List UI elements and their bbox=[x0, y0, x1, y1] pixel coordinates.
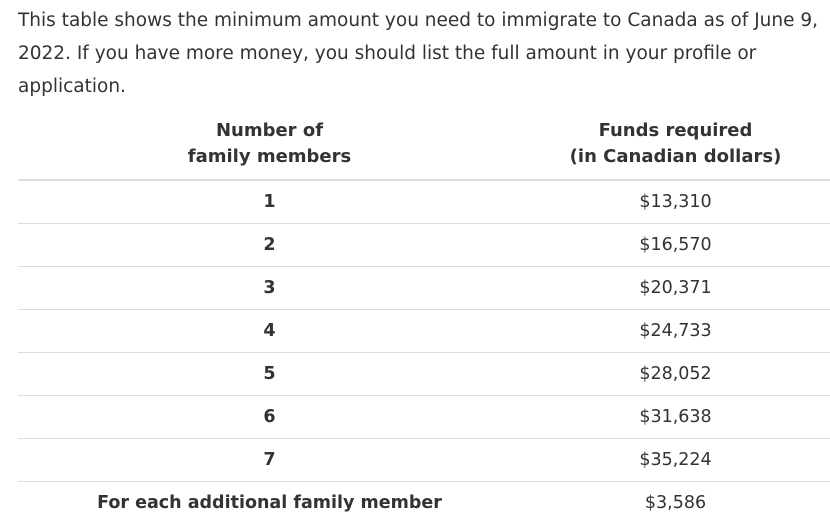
table-body: 1 $13,310 2 $16,570 3 $20,371 4 $24,733 … bbox=[18, 180, 830, 524]
family-members-cell: 2 bbox=[18, 223, 521, 267]
funds-cell: $35,224 bbox=[521, 438, 830, 482]
family-members-cell: 6 bbox=[18, 395, 521, 439]
header-family-members: Number of family members bbox=[18, 116, 521, 181]
header-row: Number of family members Funds required … bbox=[18, 116, 830, 181]
table-row: 5 $28,052 bbox=[18, 352, 830, 396]
funds-cell: $16,570 bbox=[521, 223, 830, 267]
funds-table: Number of family members Funds required … bbox=[18, 116, 830, 524]
header-funds-required-line2: (in Canadian dollars) bbox=[569, 146, 782, 167]
family-members-cell: 1 bbox=[18, 180, 521, 224]
header-funds-required: Funds required (in Canadian dollars) bbox=[521, 116, 830, 181]
header-family-members-line1: Number of bbox=[215, 120, 324, 141]
intro-paragraph: This table shows the minimum amount you … bbox=[18, 10, 819, 97]
table-row: 2 $16,570 bbox=[18, 223, 830, 267]
table-row: 1 $13,310 bbox=[18, 180, 830, 224]
family-members-cell: 7 bbox=[18, 438, 521, 482]
funds-cell: $28,052 bbox=[521, 352, 830, 396]
family-members-cell: 4 bbox=[18, 309, 521, 353]
funds-cell: $31,638 bbox=[521, 395, 830, 439]
funds-cell: $13,310 bbox=[521, 180, 830, 224]
family-members-cell: 5 bbox=[18, 352, 521, 396]
header-family-members-line2: family members bbox=[187, 146, 352, 167]
additional-member-funds: $3,586 bbox=[644, 493, 707, 513]
table-row: 4 $24,733 bbox=[18, 309, 830, 353]
table-row: 3 $20,371 bbox=[18, 266, 830, 310]
header-funds-required-line1: Funds required bbox=[598, 120, 753, 141]
table-header: Number of family members Funds required … bbox=[18, 116, 830, 181]
family-members-cell: 3 bbox=[18, 266, 521, 310]
funds-cell: $20,371 bbox=[521, 266, 830, 310]
table-row-additional-member: For each additional family member $3,586 bbox=[18, 482, 830, 525]
table-row: 6 $31,638 bbox=[18, 395, 830, 439]
table-row: 7 $35,224 bbox=[18, 438, 830, 482]
additional-member-label: For each additional family member bbox=[97, 493, 442, 513]
funds-cell: $24,733 bbox=[521, 309, 830, 353]
